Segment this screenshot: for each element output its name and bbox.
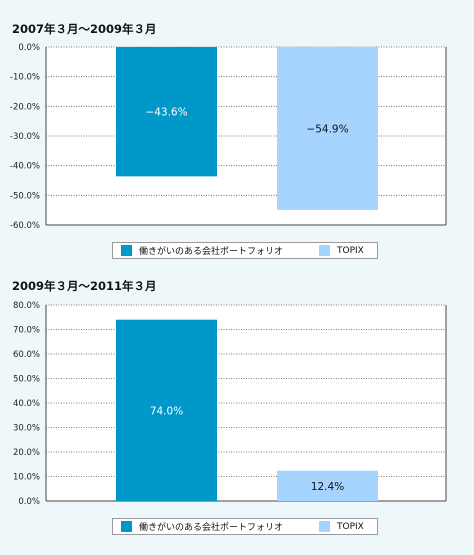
legend-swatch-topix (319, 245, 330, 256)
chart-2-title: 2009年３月～2011年３月 (12, 279, 157, 293)
y-tick-label: 30.0% (13, 424, 40, 434)
y-tick-label: 0.0% (18, 497, 40, 507)
y-tick-label: 40.0% (13, 399, 40, 409)
legend-swatch-topix (319, 521, 330, 532)
legend-swatch-portfolio (121, 245, 132, 256)
bar-label-topix: −54.9% (306, 123, 348, 135)
y-tick-label: 80.0% (13, 301, 40, 311)
legend-item-topix: TOPIX (319, 519, 364, 534)
y-tick-label: 50.0% (13, 375, 40, 385)
y-tick-label: -60.0% (10, 221, 40, 231)
bar-portfolio (116, 319, 217, 501)
y-tick-label: -10.0% (10, 73, 40, 83)
y-tick-label: -40.0% (10, 162, 40, 172)
legend-label-topix: TOPIX (337, 521, 364, 532)
chart-1-plot: 0.0% -10.0% -20.0% -30.0% -40.0% -50.0% -60.0%… (10, 43, 447, 231)
bar-topix (277, 470, 378, 501)
chart-1-title: 2007年３月～2009年３月 (12, 22, 157, 36)
bar-label-portfolio: −43.6% (145, 107, 187, 119)
y-tick-label: -20.0% (10, 102, 40, 112)
bar-label-topix: 12.4% (311, 481, 344, 493)
y-tick-label: 20.0% (13, 448, 40, 458)
chart-2-legend: 働きがいのある会社ポートフォリオ TOPIX (112, 518, 378, 535)
y-tick-label: -50.0% (10, 191, 40, 201)
legend-item-topix: TOPIX (319, 243, 364, 258)
y-tick-label: 60.0% (13, 350, 40, 360)
legend-swatch-portfolio (121, 521, 132, 532)
y-tick-label: -30.0% (10, 132, 40, 142)
legend-label-portfolio: 働きがいのある会社ポートフォリオ (139, 247, 284, 257)
legend-item-portfolio: 働きがいのある会社ポートフォリオ (121, 243, 283, 258)
chart-2: 2009年３月～2011年３月 80.0% 70.0% 60.0% 50.0% 40.0… (0, 270, 474, 555)
y-tick-label: 0.0% (18, 43, 40, 53)
legend-label-topix: TOPIX (337, 245, 364, 256)
bar-portfolio (116, 47, 217, 177)
bar-label-portfolio: 74.0% (150, 405, 183, 417)
y-tick-label: 70.0% (13, 326, 40, 336)
y-tick-label: 10.0% (13, 473, 40, 483)
chart-1-legend: 働きがいのある会社ポートフォリオ TOPIX (112, 242, 378, 259)
legend-item-portfolio: 働きがいのある会社ポートフォリオ (121, 519, 283, 534)
chart-2-plot: 80.0% 70.0% 60.0% 50.0% 40.0% 30.0% 20.0% 10.0%… (13, 301, 447, 507)
bar-topix (277, 47, 378, 210)
chart-1: 2007年３月～2009年３月 0.0% -10.0% -20.0% -30.0% -4… (0, 0, 474, 270)
legend-label-portfolio: 働きがいのある会社ポートフォリオ (139, 523, 284, 533)
